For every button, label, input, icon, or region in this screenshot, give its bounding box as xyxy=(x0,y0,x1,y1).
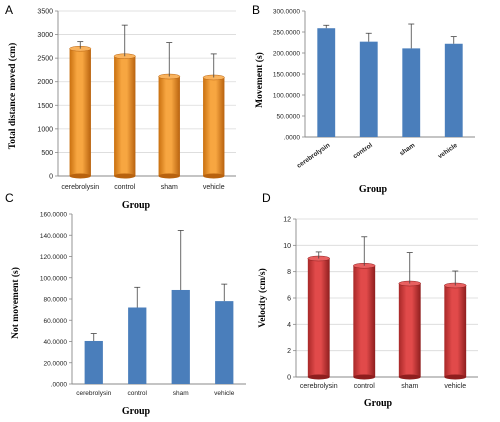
y-tick-label: 0 xyxy=(49,174,53,181)
y-tick-label: 80.0000 xyxy=(44,297,68,304)
x-tick-label: control xyxy=(354,383,375,390)
x-tick-label: control xyxy=(352,142,374,160)
panel-label-c: C xyxy=(5,191,14,205)
y-tick-label: 50.0000 xyxy=(277,114,301,121)
x-tick-label: sham xyxy=(173,390,189,397)
bar xyxy=(444,285,467,377)
xlabel-d: Group xyxy=(364,398,393,409)
x-tick-label: cerebrolysin xyxy=(61,184,99,191)
panel-a-chart: A Total distance moved (cm) Group 0 500 10… xyxy=(5,3,236,211)
y-tick-label: 1000 xyxy=(37,126,53,133)
bar xyxy=(359,41,378,137)
panel-label-d: D xyxy=(262,191,271,205)
y-tick-label: 2 xyxy=(287,348,291,355)
y-tick-label: 0 xyxy=(287,375,291,382)
panel-label-b: B xyxy=(252,3,260,17)
y-tick-label: 4 xyxy=(287,322,291,329)
panel-d-chart: D Velocity (cm/s) Group 0 2 4 6 8 10 12 cerebro… xyxy=(257,191,478,409)
y-tick-label: 60.0000 xyxy=(44,318,68,325)
y-tick-label: .0000 xyxy=(51,382,68,389)
y-tick-label: 12 xyxy=(283,217,291,224)
bar xyxy=(158,76,180,176)
y-tick-label: 100.0000 xyxy=(40,275,67,282)
x-tick-label: vehicle xyxy=(203,184,225,191)
x-tick-label: vehicle xyxy=(444,383,466,390)
bar xyxy=(353,265,376,377)
bar-base xyxy=(444,374,467,380)
bar-base xyxy=(353,374,376,380)
x-tick-label: vehicle xyxy=(214,390,235,397)
y-tick-label: 20.0000 xyxy=(44,360,68,367)
y-tick-label: 140.0000 xyxy=(40,233,67,240)
x-tick-label: sham xyxy=(398,142,416,158)
y-tick-label: 40.0000 xyxy=(44,339,68,346)
y-tick-label: 300.0000 xyxy=(273,9,300,16)
x-tick-label: cerebrolysin xyxy=(76,390,111,397)
panel-b-chart: B Movement (s) Group .0000 50.0000 100.000… xyxy=(252,3,475,195)
y-tick-label: 150.0000 xyxy=(273,72,300,79)
y-tick-label: 100.0000 xyxy=(273,93,300,100)
x-tick-label: cerebrolysin xyxy=(300,383,338,390)
x-tick-label: control xyxy=(114,184,135,191)
x-tick-label: sham xyxy=(401,383,418,390)
bar-base xyxy=(203,173,225,179)
y-tick-label: 500 xyxy=(41,150,53,157)
bar-base xyxy=(158,173,180,179)
x-tick-label: sham xyxy=(161,184,178,191)
xlabel-b: Group xyxy=(359,184,388,195)
bar xyxy=(171,289,190,384)
bar xyxy=(317,28,336,137)
x-tick-label: cerebrolysin xyxy=(296,142,332,170)
ylabel-c: Not movement (s) xyxy=(10,267,21,339)
y-tick-label: 3000 xyxy=(37,32,53,39)
y-tick-label: 250.0000 xyxy=(273,30,300,37)
bar xyxy=(444,43,463,138)
panel-label-a: A xyxy=(5,3,13,17)
y-tick-label: 120.0000 xyxy=(40,254,67,261)
bar-base xyxy=(114,173,136,179)
y-tick-label: 6 xyxy=(287,296,291,303)
y-tick-label: 3500 xyxy=(37,9,53,16)
y-tick-label: 1500 xyxy=(37,103,53,110)
ylabel-a: Total distance moved (cm) xyxy=(7,43,18,150)
y-tick-label: 2500 xyxy=(37,56,53,63)
bar xyxy=(398,283,421,377)
y-tick-label: 200.0000 xyxy=(273,51,300,58)
bar xyxy=(114,56,136,176)
panel-c-chart: C Not movement (s) Group .0000 20.0000 40.… xyxy=(5,191,246,417)
x-tick-label: control xyxy=(127,390,147,397)
y-tick-label: .0000 xyxy=(284,135,301,142)
bar xyxy=(69,48,91,176)
bar xyxy=(128,307,147,384)
bar xyxy=(215,301,234,384)
bar xyxy=(203,77,225,176)
bar-base xyxy=(398,374,421,380)
ylabel-d: Velocity (cm/s) xyxy=(257,268,268,328)
bar xyxy=(402,48,421,137)
y-tick-label: 160.0000 xyxy=(40,212,67,219)
bar-base xyxy=(69,173,91,179)
x-tick-label: vehicle xyxy=(437,142,459,161)
bar-base xyxy=(307,374,330,380)
y-tick-label: 2000 xyxy=(37,79,53,86)
y-tick-label: 8 xyxy=(287,269,291,276)
xlabel-a: Group xyxy=(122,200,151,211)
xlabel-c: Group xyxy=(122,406,151,417)
bar xyxy=(307,258,330,377)
bar xyxy=(84,340,103,384)
ylabel-b: Movement (s) xyxy=(254,52,265,108)
y-tick-label: 10 xyxy=(283,243,291,250)
